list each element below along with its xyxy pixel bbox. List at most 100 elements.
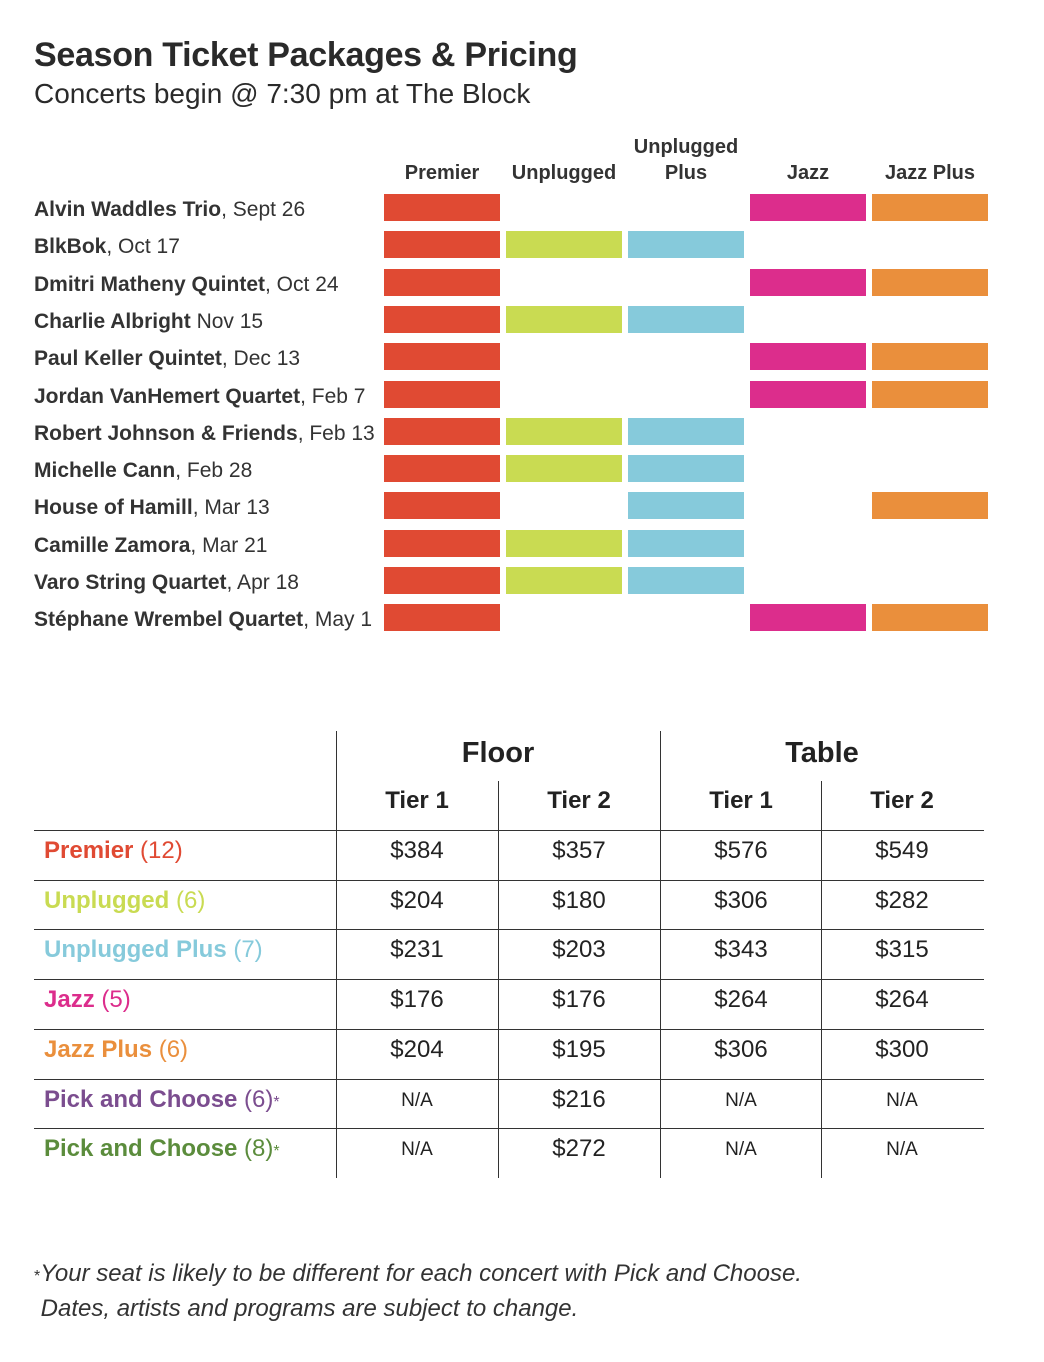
- concert-date: , Apr 18: [226, 571, 299, 594]
- group-head-floor: Floor: [461, 737, 535, 769]
- price-cell: $204: [390, 1035, 444, 1063]
- col-head-unplugged: Unplugged: [511, 162, 617, 184]
- price-cell: N/A: [886, 1089, 918, 1111]
- col-head-jazz-plus: Jazz Plus: [884, 162, 976, 184]
- concert-date: , May 1: [303, 608, 373, 632]
- concert-artist: Alvin Waddles Trio: [34, 198, 222, 221]
- price-cell: $306: [714, 1035, 768, 1063]
- package-bar-unplugged: [506, 231, 622, 259]
- concert-row-label: Michelle Cann, Feb 28: [34, 457, 252, 485]
- package-label: Premier (12): [44, 837, 183, 864]
- group-head-table: Table: [785, 737, 859, 769]
- package-bar-unplugged_plus: [628, 567, 744, 594]
- package-bar-jazz: [750, 380, 866, 408]
- package-bar-premier: [384, 529, 500, 557]
- price-cell: $231: [390, 936, 444, 964]
- package-bar-jazz_plus: [872, 194, 988, 221]
- page-subtitle: Concerts begin @ 7:30 pm at The Block: [34, 78, 531, 109]
- pricing-table: Floor Table Tier 1 Tier 2 Tier 1 Tier 2 …: [34, 731, 984, 1178]
- concert-date: , Sept 26: [221, 198, 306, 221]
- concert-row-label: Stéphane Wrembel Quartet, May 1: [34, 606, 372, 634]
- concert-date: Nov 15: [190, 309, 264, 333]
- col-head-premier: Premier: [404, 162, 480, 184]
- tier-head-table-2: Tier 2: [870, 787, 934, 814]
- concert-date: , Mar 13: [192, 496, 270, 520]
- package-bar-premier: [384, 231, 500, 259]
- price-cell: $216: [552, 1085, 606, 1113]
- package-bar-jazz: [750, 194, 866, 221]
- package-bar-unplugged: [506, 529, 622, 557]
- price-cell: $272: [552, 1135, 606, 1163]
- concert-artist: Charlie Albright: [34, 309, 191, 333]
- concert-row-label: Varo String Quartet, Apr 18: [34, 569, 299, 597]
- concert-artist: Paul Keller Quintet: [34, 347, 222, 371]
- price-cell: $315: [875, 936, 929, 964]
- concert-artist: BlkBok: [34, 235, 107, 259]
- price-cell: $357: [552, 837, 606, 864]
- concert-date: , Feb 13: [297, 421, 375, 445]
- package-label: Unplugged (6): [44, 886, 206, 914]
- package-bar-unplugged_plus: [628, 305, 744, 333]
- price-cell: $300: [875, 1035, 929, 1063]
- tier-head-table-1: Tier 1: [709, 787, 773, 814]
- package-bar-jazz: [750, 343, 866, 371]
- price-cell: N/A: [725, 1089, 757, 1111]
- price-cell: $180: [552, 886, 606, 914]
- package-bar-jazz_plus: [872, 343, 988, 371]
- package-bar-unplugged: [506, 305, 622, 333]
- col-head-unplugged-plus: Unplugged Plus: [633, 136, 739, 184]
- concert-row-label: House of Hamill, Mar 13: [34, 494, 270, 522]
- concert-date: , Oct 24: [265, 272, 339, 296]
- concert-artist: Robert Johnson & Friends: [34, 421, 298, 445]
- price-cell: $384: [390, 837, 444, 864]
- concert-date: , Oct 17: [106, 235, 180, 259]
- concert-artist: House of Hamill: [34, 496, 193, 520]
- price-cell: $343: [714, 936, 768, 964]
- concert-artist: Michelle Cann: [34, 459, 176, 483]
- price-cell: $176: [552, 986, 606, 1014]
- price-cell: $203: [552, 936, 606, 964]
- price-cell: N/A: [886, 1139, 918, 1161]
- price-cell: $576: [714, 837, 768, 864]
- concert-row-label: Jordan VanHemert Quartet, Feb 7: [34, 383, 365, 411]
- price-cell: $176: [390, 986, 444, 1014]
- package-bar-premier: [384, 343, 500, 371]
- concert-artist: Dmitri Matheny Quintet: [34, 272, 266, 296]
- price-cell: $195: [552, 1035, 606, 1063]
- tier-head-floor-2: Tier 2: [547, 787, 611, 814]
- concert-artist: Jordan VanHemert Quartet: [34, 384, 301, 408]
- package-bar-jazz: [750, 604, 866, 632]
- concert-date: , Mar 21: [190, 533, 268, 557]
- concert-date: , Dec 13: [221, 347, 301, 371]
- tier-head-floor-1: Tier 1: [385, 787, 449, 814]
- package-bar-premier: [384, 455, 500, 483]
- concert-artist: Camille Zamora: [34, 533, 191, 557]
- package-bar-premier: [384, 567, 500, 594]
- package-bar-unplugged: [506, 417, 622, 445]
- footnote: *Your seat is likely to be different for…: [34, 1260, 802, 1322]
- price-cell: $264: [875, 986, 929, 1014]
- concert-date: , Feb 7: [300, 384, 366, 408]
- concert-row-label: BlkBok, Oct 17: [34, 233, 180, 261]
- package-bar-premier: [384, 417, 500, 445]
- concert-row-label: Paul Keller Quintet, Dec 13: [34, 345, 300, 373]
- package-label: Jazz (5): [44, 986, 131, 1014]
- concert-row-label: Alvin Waddles Trio, Sept 26: [34, 196, 305, 224]
- price-cell: $264: [714, 986, 768, 1014]
- package-bar-jazz_plus: [872, 604, 988, 632]
- price-cell: $549: [875, 837, 929, 864]
- package-bar-unplugged_plus: [628, 455, 744, 483]
- page-title: Season Ticket Packages & Pricing: [34, 36, 578, 74]
- package-label: Pick and Choose (6)*: [44, 1085, 280, 1113]
- package-bar-unplugged_plus: [628, 529, 744, 557]
- package-bar-unplugged_plus: [628, 231, 744, 259]
- concert-row-label: Camille Zamora, Mar 21: [34, 532, 267, 560]
- price-cell: $306: [714, 886, 768, 914]
- package-bar-premier: [384, 604, 500, 632]
- package-label: Unplugged Plus (7): [44, 936, 263, 964]
- package-bar-jazz_plus: [872, 492, 988, 520]
- package-bar-premier: [384, 305, 500, 333]
- package-bar-unplugged_plus: [628, 492, 744, 520]
- concert-artist: Stéphane Wrembel Quartet: [34, 608, 304, 632]
- price-cell: $204: [390, 886, 444, 914]
